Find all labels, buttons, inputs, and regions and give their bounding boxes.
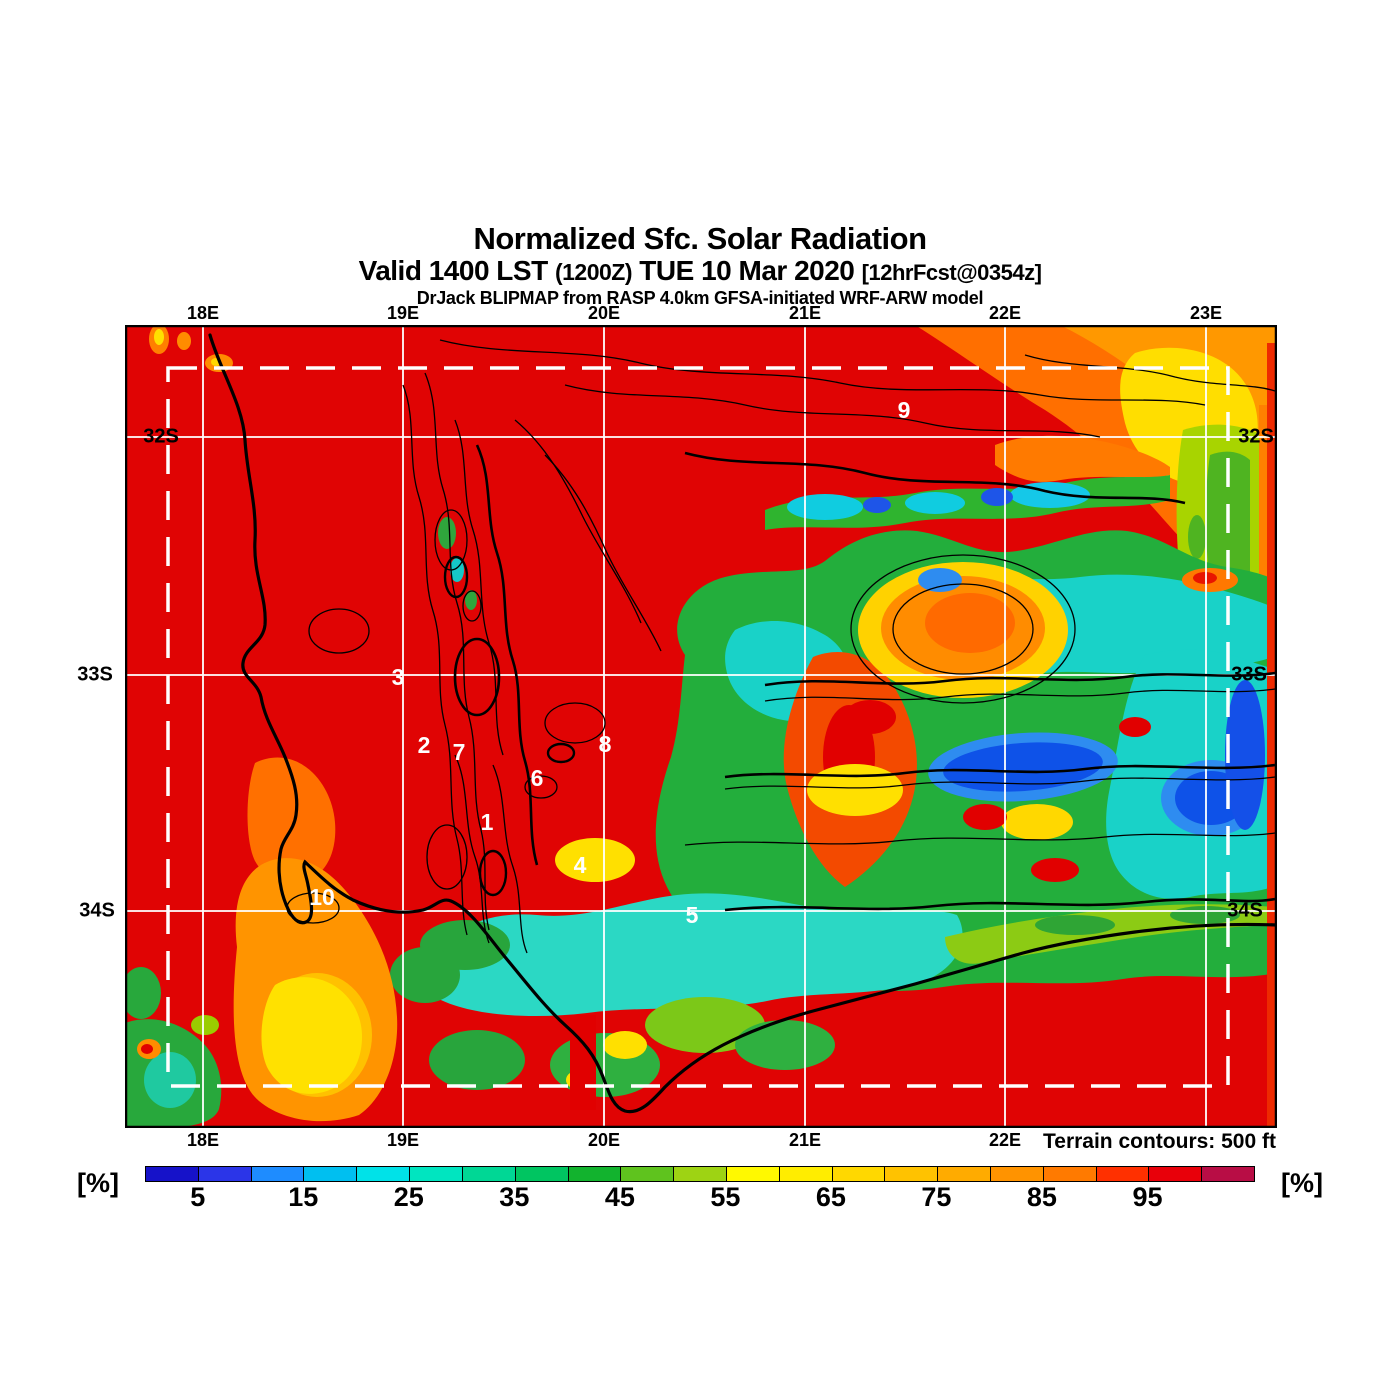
site-number-8: 8 xyxy=(598,730,612,757)
colorbar-segment-11 xyxy=(725,1167,779,1181)
colorbar-segment-19 xyxy=(1148,1167,1202,1181)
lon-label-top-22E: 22E xyxy=(988,303,1022,323)
colorbar-tick-15: 15 xyxy=(288,1182,319,1212)
valid-date: TUE 10 Mar 2020 xyxy=(639,255,855,286)
colorbar-tick-75: 75 xyxy=(921,1182,952,1212)
lon-label-bottom-19E: 19E xyxy=(386,1130,420,1150)
colorbar-segment-13 xyxy=(831,1167,885,1181)
terrain-contours-note: Terrain contours: 500 ft xyxy=(1043,1130,1276,1153)
lon-label-top-18E: 18E xyxy=(186,303,220,323)
site-number-1: 1 xyxy=(480,808,494,835)
lon-label-bottom-21E: 21E xyxy=(788,1130,822,1150)
model-line: DrJack BLIPMAP from RASP 4.0km GFSA-init… xyxy=(416,288,984,308)
colorbar-tick-35: 35 xyxy=(499,1182,530,1212)
valid-time: Valid 1400 LST xyxy=(358,255,549,286)
map-frame xyxy=(125,325,1277,1128)
forecast-cycle: [12hrFcst@0354z] xyxy=(861,260,1042,285)
site-number-10: 10 xyxy=(309,883,335,910)
site-number-5: 5 xyxy=(685,901,699,928)
colorbar-unit-left: [%] xyxy=(77,1168,119,1198)
site-number-2: 2 xyxy=(417,731,431,758)
colorbar-tick-65: 65 xyxy=(815,1182,846,1212)
lon-label-top-23E: 23E xyxy=(1189,303,1223,323)
radiation-field xyxy=(125,325,1277,1128)
lat-label-32S: 32S xyxy=(1238,425,1274,448)
colorbar-unit-right: [%] xyxy=(1281,1168,1323,1198)
colorbar-segment-9 xyxy=(620,1167,674,1181)
lon-label-top-20E: 20E xyxy=(587,303,621,323)
colorbar-segment-0 xyxy=(146,1167,198,1181)
colorbar-segment-15 xyxy=(937,1167,990,1181)
coastline xyxy=(208,333,1277,1114)
colorbar-segment-16 xyxy=(990,1167,1043,1181)
colorbar-segment-10 xyxy=(673,1167,726,1181)
colorbar-tick-55: 55 xyxy=(710,1182,741,1212)
colorbar-segment-8 xyxy=(567,1167,621,1181)
lon-label-bottom-18E: 18E xyxy=(186,1130,220,1150)
colorbar-segment-20 xyxy=(1201,1167,1255,1181)
colorbar-segment-4 xyxy=(356,1167,410,1181)
lat-label-32S: 32S xyxy=(143,425,179,448)
colorbar xyxy=(145,1166,1255,1182)
colorbar-segment-3 xyxy=(303,1167,357,1181)
lon-label-bottom-20E: 20E xyxy=(587,1130,621,1150)
colorbar-segment-17 xyxy=(1042,1167,1096,1181)
colorbar-segment-1 xyxy=(197,1167,251,1181)
colorbar-segment-14 xyxy=(884,1167,938,1181)
colorbar-tick-45: 45 xyxy=(604,1182,635,1212)
colorbar-segment-6 xyxy=(461,1167,515,1181)
site-number-7: 7 xyxy=(452,738,466,765)
colorbar-segment-5 xyxy=(409,1167,462,1181)
lat-label-33S: 33S xyxy=(77,663,113,686)
site-number-6: 6 xyxy=(530,764,544,791)
colorbar-segment-7 xyxy=(514,1167,568,1181)
lon-label-bottom-22E: 22E xyxy=(988,1130,1022,1150)
colorbar-tick-95: 95 xyxy=(1132,1182,1163,1212)
map-canvas xyxy=(125,325,1277,1128)
valid-time-line: Valid 1400 LST (1200Z) TUE 10 Mar 2020 [… xyxy=(0,255,1400,287)
site-number-3: 3 xyxy=(391,663,405,690)
colorbar-segment-18 xyxy=(1095,1167,1149,1181)
inner-domain-box xyxy=(166,366,1230,1088)
colorbar-segment-2 xyxy=(250,1167,304,1181)
colorbar-segment-12 xyxy=(778,1167,832,1181)
lat-label-33S: 33S xyxy=(1231,663,1267,686)
terrain-contours xyxy=(286,339,1276,954)
lat-label-34S: 34S xyxy=(79,899,115,922)
site-number-9: 9 xyxy=(897,396,911,423)
page-title: Normalized Sfc. Solar Radiation xyxy=(473,221,927,256)
colorbar-tick-5: 5 xyxy=(190,1182,206,1212)
site-number-4: 4 xyxy=(573,851,587,878)
lon-label-top-21E: 21E xyxy=(788,303,822,323)
colorbar-tick-25: 25 xyxy=(393,1182,424,1212)
lon-label-top-19E: 19E xyxy=(386,303,420,323)
lat-label-34S: 34S xyxy=(1227,899,1263,922)
colorbar-tick-85: 85 xyxy=(1026,1182,1057,1212)
valid-zulu: (1200Z) xyxy=(554,259,633,285)
